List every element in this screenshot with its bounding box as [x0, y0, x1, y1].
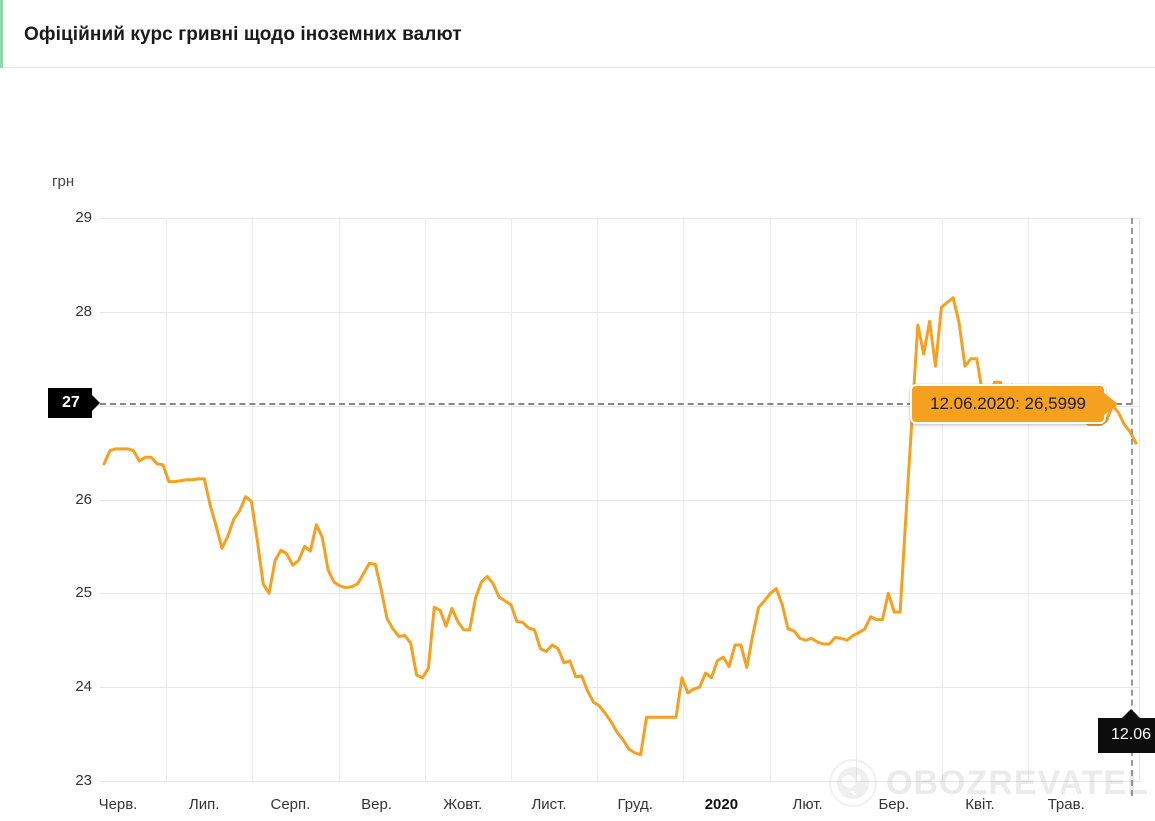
- x-axis-tick-labels: Черв. Лип. Серп. Вер. Жовт. Лист. Груд. 2020 Лют…: [98, 796, 1140, 821]
- gridline-x-6: [597, 218, 599, 781]
- x-tick-5: Лист.: [531, 796, 567, 813]
- y-tick-29: 29: [75, 209, 92, 226]
- y-axis-tick-labels: 29282726252423: [36, 209, 92, 789]
- page-title: Офіційний курс гривні щодо іноземних вал…: [24, 24, 462, 45]
- plot-area: [100, 218, 1140, 782]
- x-tick-2: Серп.: [270, 796, 311, 813]
- gridline-x-7: [683, 218, 685, 781]
- header-accent-bar: [0, 0, 3, 68]
- horizontal-crosshair-line: [100, 402, 1132, 405]
- x-tick-0: Черв.: [98, 796, 138, 813]
- x-tick-4: Жовт.: [443, 796, 483, 813]
- x-tick-8: Лют.: [792, 796, 823, 813]
- gridline-x-11: [1028, 218, 1030, 781]
- y-tick-25: 25: [75, 584, 92, 602]
- gridline-y-27: [100, 405, 1140, 407]
- gridline-x-2: [252, 218, 254, 781]
- y-tick-28: 28: [75, 302, 92, 320]
- series-line-dollar: [102, 296, 1138, 757]
- x-tick-6: Груд.: [617, 796, 653, 813]
- gridline-y-29: [100, 218, 1140, 219]
- gridline-y-25: [100, 593, 1140, 595]
- gridline-y-23: [100, 781, 1140, 782]
- y-axis-unit-label: грн: [52, 173, 75, 190]
- y-tick-23: 23: [75, 772, 92, 789]
- y-tick-26: 26: [75, 490, 92, 508]
- y-crosshair-badge: 27: [48, 387, 100, 418]
- vertical-crosshair-line: [1131, 218, 1133, 796]
- gridline-x-9: [855, 218, 857, 781]
- x-tick-3: Вер.: [361, 796, 393, 813]
- x-tick-1: Лип.: [188, 796, 220, 813]
- chart-container: грн 29 28 27 26 25 24 23 Черв. Лип. Серп. Вер. Жов…: [0, 68, 1155, 821]
- gridline-x-1: [166, 218, 168, 781]
- x-tick-7: 2020: [704, 796, 739, 813]
- x-tick-11: Трав.: [1047, 796, 1085, 813]
- gridline-y-24: [100, 687, 1140, 689]
- gridline-y-28: [100, 311, 1140, 313]
- gridline-x-3: [338, 218, 340, 781]
- x-crosshair-badge: 12.06: [1098, 709, 1155, 753]
- gridline-x-10: [942, 218, 943, 781]
- card-header: Офіційний курс гривні щодо іноземних вал…: [0, 0, 1155, 68]
- x-tick-9: Бер.: [878, 796, 910, 813]
- y-tick-24: 24: [75, 678, 92, 696]
- data-point-tooltip: 12.06.2020: 26,5999: [910, 383, 1118, 424]
- gridline-x-8: [769, 218, 771, 781]
- gridline-y-26: [100, 499, 1140, 501]
- gridline-x-4: [424, 218, 426, 781]
- gridline-x-5: [511, 218, 512, 781]
- x-tick-10: Квіт.: [965, 796, 995, 813]
